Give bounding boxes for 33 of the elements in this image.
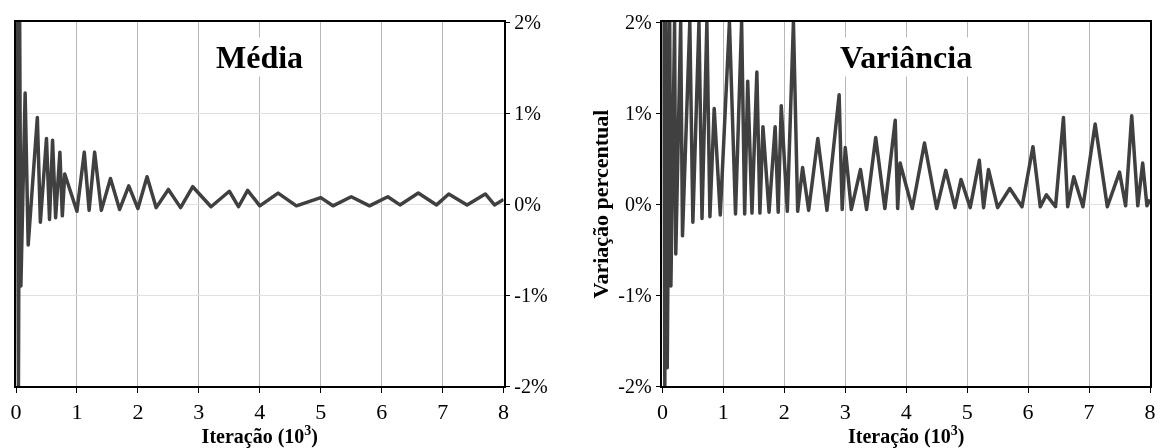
x-tick-label: 6 <box>376 399 388 425</box>
x-tick-label: 5 <box>961 399 973 425</box>
x-tick-label: 6 <box>1022 399 1034 425</box>
x-tick-label: 1 <box>717 399 729 425</box>
x-tick-label: 8 <box>498 399 510 425</box>
y-tick-label: 1% <box>514 102 542 124</box>
y-tick-label: 1% <box>624 102 652 124</box>
x-tick-label: 3 <box>193 399 205 425</box>
x-tick-label: 1 <box>71 399 83 425</box>
x-tick-label: 5 <box>315 399 327 425</box>
x-tick-label: 4 <box>254 399 266 425</box>
x-tick-label: 0 <box>10 399 22 425</box>
x-tick-label: 4 <box>900 399 912 425</box>
x-axis-title: Iteração (10$^{3}$) <box>847 422 965 448</box>
y-tick-label: -2% <box>514 375 548 397</box>
text: Média <box>216 39 304 75</box>
x-tick-label: 7 <box>437 399 449 425</box>
y-tick-label: 2% <box>624 11 652 33</box>
x-tick-label: 0 <box>656 399 668 425</box>
y-tick-label: -2% <box>618 375 652 397</box>
x-axis-title: Iteração (10$^{3}$) <box>201 422 319 448</box>
y-tick-label: 0% <box>514 193 542 215</box>
x-tick-label: 3 <box>839 399 851 425</box>
y-tick-label: 0% <box>624 193 652 215</box>
y-tick-label: 2% <box>514 11 542 33</box>
text: Variância <box>840 39 973 75</box>
y-tick-label: -1% <box>514 284 548 306</box>
y-tick-label: -1% <box>618 284 652 306</box>
x-tick-label: 2 <box>778 399 790 425</box>
x-tick-label: 2 <box>132 399 144 425</box>
x-tick-label: 7 <box>1083 399 1095 425</box>
x-tick-label: 8 <box>1144 399 1156 425</box>
y-axis-title: Variação percentual <box>587 109 613 299</box>
